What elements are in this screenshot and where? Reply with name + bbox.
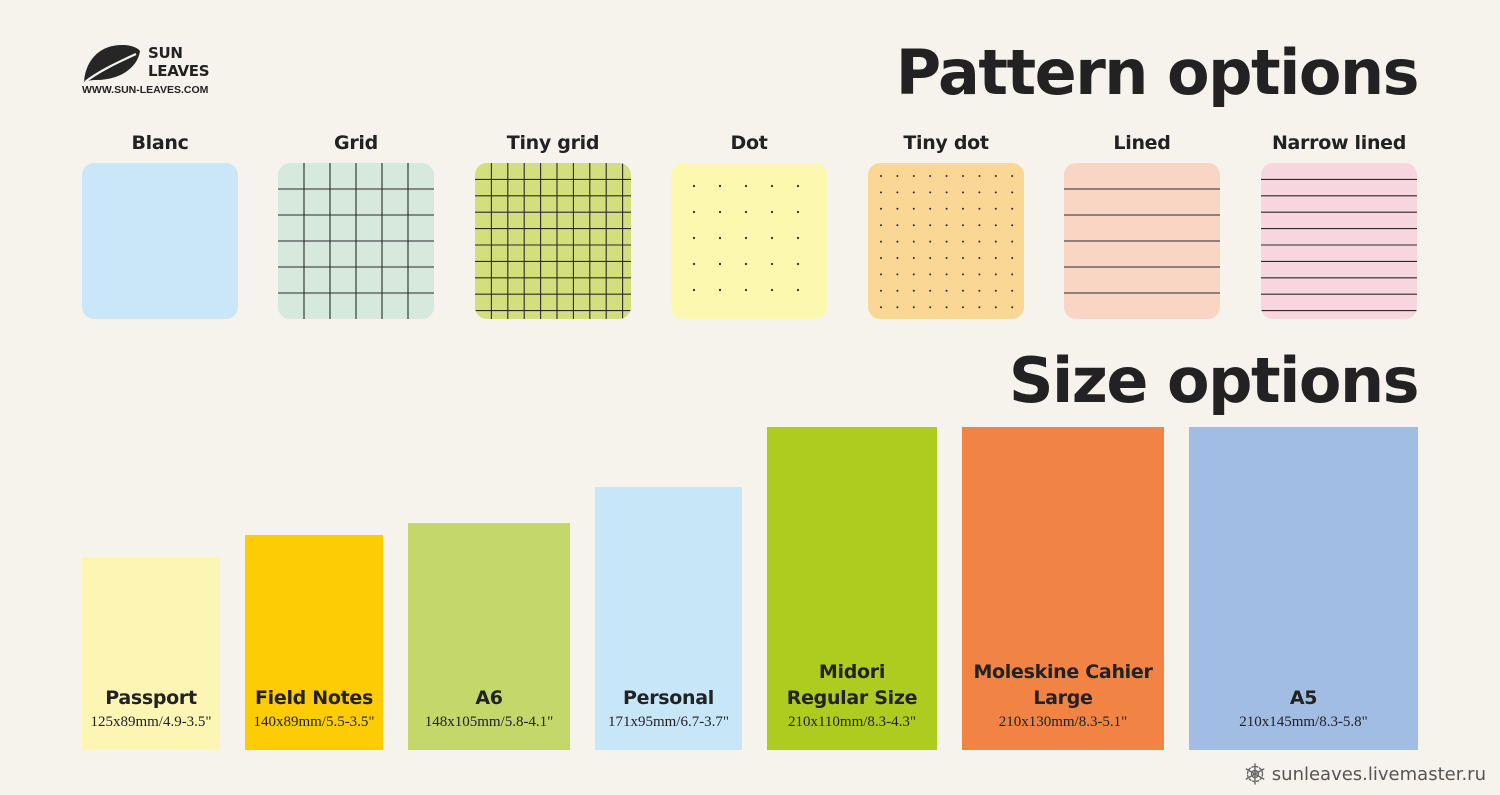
size-card-moleskine-cahier-large: Moleskine Cahier Large 210x130mm/8.3-5.1… xyxy=(962,427,1164,750)
pattern-label: Grid xyxy=(334,132,378,154)
pattern-blanc: Blanc xyxy=(82,130,238,319)
pattern-label: Lined xyxy=(1113,132,1171,154)
pattern-narrow-lined: Narrow lined xyxy=(1261,130,1417,319)
size-card-a6: A6 148x105mm/5.8-4.1" xyxy=(408,523,570,750)
size-card-passport: Passport 125x89mm/4.9-3.5" xyxy=(82,557,220,750)
size-name: Field Notes xyxy=(254,687,374,709)
size-name: A5 xyxy=(1289,687,1318,709)
brand-name-line1: SUN xyxy=(148,44,183,62)
pattern-options-title: Pattern options xyxy=(895,36,1420,109)
brand-name-line2: LEAVES xyxy=(148,62,210,80)
brand-name: SUN LEAVES xyxy=(148,44,210,80)
size-dimensions: 210x145mm/8.3-5.8" xyxy=(1239,714,1368,730)
pattern-swatch-lined xyxy=(1064,163,1220,319)
footer: sunleaves.livemaster.ru xyxy=(1244,763,1486,785)
size-card-personal: Personal 171x95mm/6.7-3.7" xyxy=(595,487,742,750)
size-name: Passport xyxy=(105,687,197,709)
size-options-title: Size options xyxy=(1008,344,1420,417)
size-dimensions: 148x105mm/5.8-4.1" xyxy=(424,714,554,730)
footer-link[interactable]: sunleaves.livemaster.ru xyxy=(1271,763,1486,785)
pattern-swatch-dot xyxy=(671,163,827,319)
leaf-icon xyxy=(84,44,140,83)
pattern-label: Narrow lined xyxy=(1271,132,1407,154)
size-dimensions: 210x130mm/8.3-5.1" xyxy=(998,714,1128,730)
pattern-grid: Grid xyxy=(278,130,434,319)
pattern-label: Blanc xyxy=(131,132,189,154)
snowflake-icon xyxy=(1245,763,1265,785)
pattern-tiny-dot: Tiny dot xyxy=(868,130,1024,319)
pattern-dot: Dot xyxy=(671,130,827,319)
size-name: Midori Regular Size xyxy=(786,661,918,709)
size-dimensions: 210x110mm/8.3-4.3" xyxy=(787,714,917,730)
pattern-tiny-grid: Tiny grid xyxy=(475,130,631,319)
size-dimensions: 140x89mm/5.5-3.5" xyxy=(253,714,375,730)
size-dimensions: 125x89mm/4.9-3.5" xyxy=(90,714,212,730)
size-dimensions: 171x95mm/6.7-3.7" xyxy=(607,714,730,730)
pattern-swatch-tiny-grid xyxy=(475,163,631,319)
pattern-label: Tiny dot xyxy=(903,132,989,154)
pattern-label: Tiny grid xyxy=(506,132,600,154)
pattern-lined: Lined xyxy=(1064,130,1220,319)
size-name: Moleskine Cahier Large xyxy=(973,661,1153,709)
pattern-swatch-grid xyxy=(278,163,434,319)
brand-url: WWW.SUN-LEAVES.COM xyxy=(82,84,209,96)
size-card-field-notes: Field Notes 140x89mm/5.5-3.5" xyxy=(245,535,383,750)
brand-logo: SUN LEAVES WWW.SUN-LEAVES.COM xyxy=(82,42,232,102)
pattern-swatch-narrow-lined xyxy=(1261,163,1417,319)
pattern-swatch-tiny-dot xyxy=(868,163,1024,319)
size-name: Personal xyxy=(622,687,714,709)
pattern-label: Dot xyxy=(730,132,768,154)
size-name: A6 xyxy=(475,687,503,709)
size-card-midori-regular: Midori Regular Size 210x110mm/8.3-4.3" xyxy=(767,427,937,750)
size-card-a5: A5 210x145mm/8.3-5.8" xyxy=(1189,427,1418,750)
pattern-swatch-blanc xyxy=(82,163,238,319)
